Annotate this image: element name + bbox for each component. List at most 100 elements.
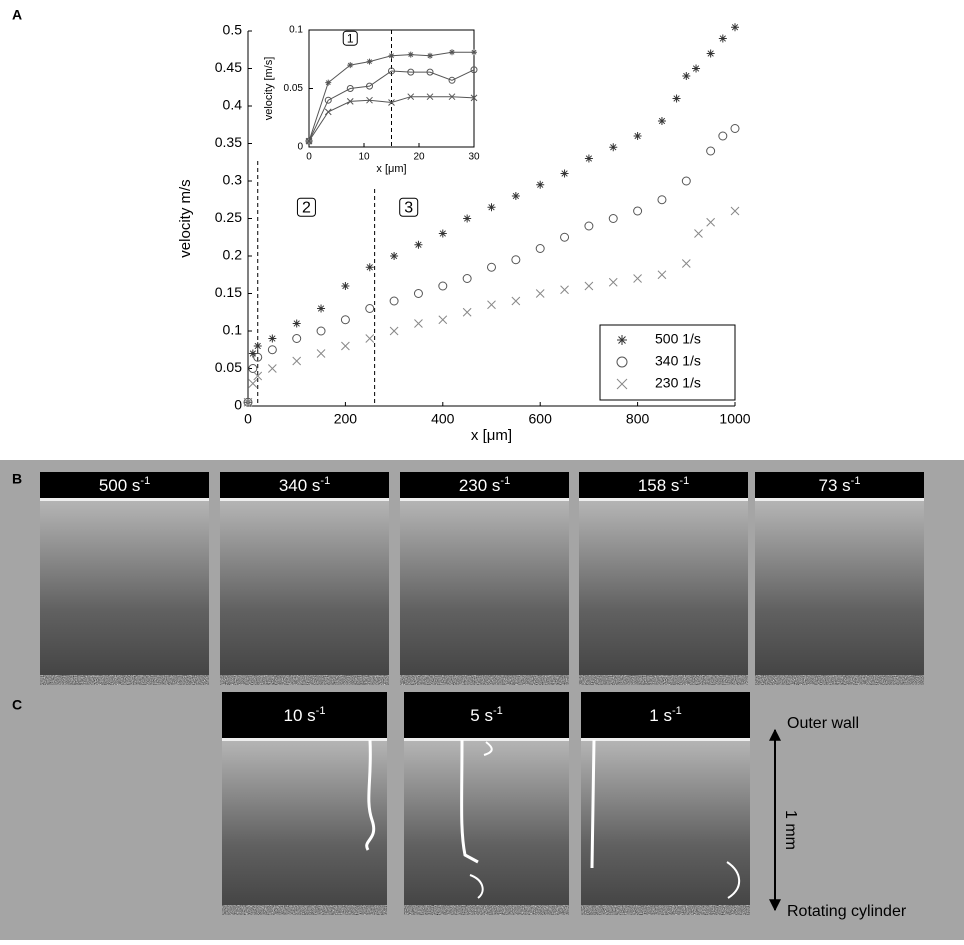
image-label: 10 s-1 (284, 705, 326, 726)
legend-label: 500 1/s (655, 331, 701, 347)
data-point (584, 221, 594, 231)
data-point (463, 214, 472, 223)
data-point (366, 82, 373, 90)
image-wall (755, 675, 924, 685)
x-axis-label: x [μm] (471, 427, 512, 444)
data-point (682, 72, 691, 80)
image-label: 230 s-1 (459, 475, 510, 496)
data-point (511, 296, 521, 306)
image-header (581, 692, 750, 738)
data-point (267, 345, 277, 355)
data-point (718, 131, 728, 141)
data-point (316, 349, 326, 358)
image-label-text: 340 s (279, 476, 321, 495)
image-wall-top (579, 498, 748, 501)
image-label-sup: -1 (493, 705, 503, 717)
data-point (341, 341, 350, 351)
data-point (426, 93, 434, 101)
data-point (633, 206, 643, 216)
data-point (317, 304, 326, 313)
data-point (292, 356, 302, 366)
image-wall (220, 675, 389, 685)
data-point (536, 180, 545, 189)
data-point (389, 296, 399, 306)
image-shade (755, 498, 924, 685)
data-point (511, 255, 521, 265)
data-point (427, 52, 433, 59)
y-tick-label: 0.3 (223, 172, 243, 188)
data-point (388, 99, 395, 106)
data-point (407, 68, 415, 76)
data-point (305, 137, 313, 145)
y-tick-label: 0.45 (215, 59, 242, 75)
image-label-sup: -1 (851, 475, 861, 487)
data-point (462, 307, 472, 317)
data-point (535, 289, 545, 298)
data-point (560, 285, 569, 295)
data-point (292, 319, 301, 328)
y-tick-label: 0.05 (215, 359, 242, 375)
data-point (248, 364, 258, 373)
image-header (222, 692, 387, 738)
image-shade (404, 738, 569, 915)
data-point (388, 67, 395, 75)
y-tick-label: 0.15 (215, 284, 242, 300)
data-point (243, 397, 253, 407)
image-wall-top (404, 738, 569, 741)
image-header (40, 472, 209, 498)
data-point (617, 335, 627, 345)
x-tick-label: 0 (244, 411, 252, 427)
image-label-sup: -1 (316, 705, 326, 717)
legend-label: 230 1/s (655, 375, 701, 391)
image-wall-top (400, 498, 569, 501)
image-label-text: 10 s (284, 706, 316, 725)
data-point (731, 23, 739, 32)
data-point (366, 96, 373, 104)
image-shade (579, 498, 748, 685)
x-tick-label: 600 (529, 411, 553, 427)
data-point (448, 76, 456, 84)
data-point (730, 206, 740, 216)
data-point (511, 192, 520, 200)
data-point (253, 352, 263, 362)
y-tick-label: 0 (297, 142, 303, 153)
image-label-sup: -1 (320, 475, 330, 487)
x-tick-label: 1000 (719, 411, 750, 427)
data-point (616, 356, 628, 368)
annotation: 3 (404, 199, 413, 216)
image-header (400, 472, 569, 498)
image-label-text: 230 s (459, 476, 501, 495)
image-label-sup: -1 (500, 475, 510, 487)
data-point (243, 397, 253, 407)
data-point (438, 281, 448, 291)
data-point (365, 304, 375, 313)
y-tick-label: 0.35 (215, 134, 242, 150)
image-label: 1 s-1 (649, 705, 681, 726)
data-point (426, 68, 434, 76)
annotation: 2 (302, 199, 311, 216)
image-shade (400, 498, 569, 685)
data-point (560, 232, 570, 242)
panel-letter: A (12, 7, 22, 23)
image-label: 500 s-1 (99, 475, 150, 496)
data-point (487, 300, 496, 310)
data-point (633, 274, 642, 283)
data-point (347, 62, 354, 69)
data-point (366, 58, 373, 65)
image-header (755, 472, 924, 498)
flow-trace (365, 739, 376, 851)
image-label-sup: -1 (679, 475, 689, 487)
panel-letter: C (12, 697, 22, 713)
data-point (407, 93, 415, 101)
image-label-text: 500 s (99, 476, 141, 495)
image-shade (581, 738, 750, 915)
y-tick-label: 0.2 (223, 247, 243, 263)
image-shade (222, 738, 387, 915)
y-tick-label: 0.5 (223, 22, 243, 38)
image-wall (40, 675, 209, 685)
data-point (657, 270, 667, 280)
data-point (248, 379, 258, 388)
annotation-box (399, 197, 419, 217)
legend-label: 340 1/s (655, 353, 701, 369)
